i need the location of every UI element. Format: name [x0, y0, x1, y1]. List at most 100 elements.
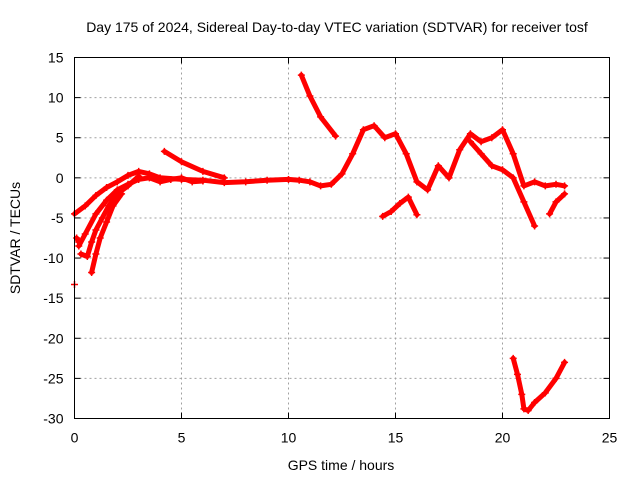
data-point: [477, 150, 485, 158]
data-point: [488, 162, 496, 170]
data-point: [402, 150, 410, 158]
data-point: [75, 238, 83, 246]
data-point: [499, 166, 506, 174]
y-tick-label: 0: [56, 170, 64, 186]
data-point: [561, 182, 569, 190]
data-point: [109, 202, 117, 210]
data-point: [118, 190, 126, 198]
data-point: [96, 234, 104, 242]
data-point: [520, 198, 528, 206]
series-arc-f: [297, 71, 340, 140]
x-tick-label: 10: [281, 430, 297, 446]
x-tick-label: 20: [495, 430, 511, 446]
y-tick-label: 15: [48, 50, 64, 66]
grid: [74, 57, 610, 419]
data-point: [160, 147, 168, 155]
data-point: [332, 132, 340, 140]
series-arc-a: [71, 122, 569, 218]
data-point: [541, 182, 549, 190]
data-point: [92, 250, 100, 258]
data-point: [98, 214, 106, 222]
data-point: [488, 134, 496, 142]
data-point: [88, 268, 96, 276]
data-point: [156, 178, 164, 186]
data-point: [338, 170, 346, 178]
data-point: [81, 202, 89, 210]
data-point: [103, 183, 111, 191]
data-point: [188, 178, 196, 186]
data-point: [88, 238, 96, 246]
data-point: [404, 193, 412, 201]
data-point: [199, 177, 207, 185]
y-tick-label: 5: [56, 130, 64, 146]
data-point: [349, 150, 357, 158]
data-point: [263, 176, 271, 184]
data-point: [466, 130, 474, 138]
data-point: [509, 174, 517, 182]
data-point: [379, 212, 387, 220]
data-point: [381, 134, 389, 142]
y-tick-label: -5: [51, 210, 64, 226]
data-point: [92, 191, 100, 199]
data-point: [434, 162, 442, 170]
data-point: [531, 398, 539, 406]
y-tick-labels: -30 -25 -20 -15 -10 -5 0 5 10 15: [43, 50, 63, 427]
data-point: [297, 71, 305, 79]
x-axis-title: GPS time / hours: [288, 457, 395, 473]
data-point: [531, 178, 539, 186]
data-point: [413, 178, 421, 186]
y-tick-label: -30: [43, 411, 63, 427]
data-point: [392, 130, 399, 138]
data-point: [306, 178, 314, 186]
series-layer: [71, 71, 569, 414]
series-trace: [161, 148, 227, 181]
data-point: [113, 178, 121, 186]
y-tick-label: -15: [43, 290, 63, 306]
data-point: [285, 175, 292, 183]
data-point: [424, 186, 432, 194]
data-point: [77, 250, 85, 258]
data-point: [513, 370, 521, 378]
data-point: [199, 167, 207, 175]
data-point: [387, 208, 395, 216]
data-point: [520, 405, 528, 413]
data-point: [524, 406, 532, 414]
data-point: [83, 252, 91, 260]
data-point: [306, 92, 314, 100]
x-tick-label: 0: [71, 430, 79, 446]
series-arc-e: [160, 147, 228, 182]
data-point: [167, 175, 175, 183]
series-trace: [547, 191, 568, 217]
axis-ticks: [74, 57, 610, 419]
series-arc-h: [466, 138, 539, 230]
y-axis-title: SDTVAR / TECUs: [7, 182, 23, 294]
x-tick-label: 25: [602, 430, 618, 446]
data-point: [242, 178, 250, 186]
y-tick-label: -10: [43, 250, 63, 266]
x-tick-label: 5: [178, 430, 186, 446]
data-point: [520, 182, 528, 190]
series-trace: [510, 355, 568, 413]
data-point: [103, 196, 111, 204]
data-point: [499, 126, 506, 134]
series-trace: [298, 72, 339, 139]
data-point: [396, 200, 404, 208]
series-trace: [76, 175, 206, 249]
data-point: [561, 358, 569, 366]
x-tick-label: 15: [388, 430, 404, 446]
series-arc-j: [546, 190, 569, 218]
data-point: [220, 174, 228, 182]
data-point: [477, 138, 485, 146]
data-point: [413, 211, 421, 219]
data-point: [445, 174, 453, 182]
y-tick-label: -25: [43, 370, 63, 386]
data-point: [541, 389, 549, 397]
chart-title: Day 175 of 2024, Sidereal Day-to-day VTE…: [86, 19, 588, 35]
data-point: [178, 174, 185, 182]
data-point: [92, 210, 100, 218]
plot-frame: [74, 57, 610, 419]
data-point: [124, 171, 132, 179]
series-outlier-2: [73, 234, 83, 246]
data-point: [552, 198, 560, 206]
data-point: [327, 180, 335, 188]
